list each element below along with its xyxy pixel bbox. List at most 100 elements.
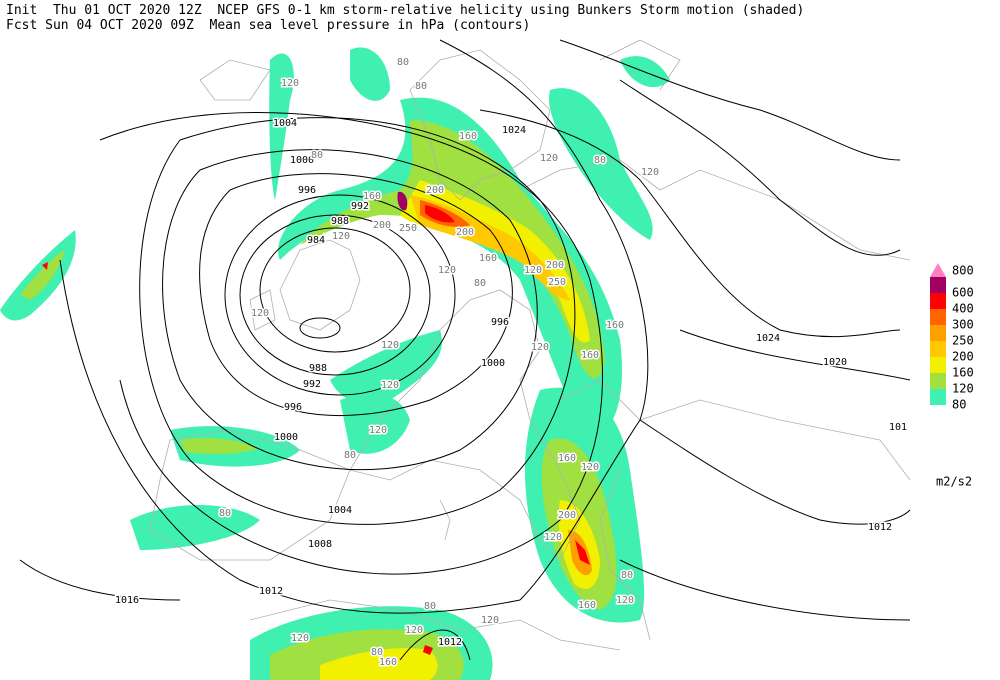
pressure-label: 988 <box>309 363 327 374</box>
legend-swatch <box>930 325 946 341</box>
isobar <box>224 194 456 396</box>
helicity-label: 160 <box>479 253 497 264</box>
coastline <box>249 499 621 651</box>
isobar <box>299 317 341 339</box>
coastline <box>559 379 911 641</box>
helicity-label: 80 <box>371 647 383 658</box>
legend-swatch <box>930 309 946 325</box>
helicity-label: 80 <box>219 508 231 519</box>
header-line: Init Thu 01 OCT 2020 12Z NCEP GFS 0-1 km… <box>6 3 804 18</box>
helicity-label: 200 <box>373 220 391 231</box>
helicity-label: 120 <box>540 153 558 164</box>
helicity-label: 250 <box>399 223 417 234</box>
legend-label: 800 <box>952 264 974 278</box>
helicity-label: 120 <box>641 167 659 178</box>
pressure-label: 1008 <box>308 539 332 550</box>
helicity-area <box>425 205 455 223</box>
shading <box>0 47 670 680</box>
legend-swatch <box>930 373 946 389</box>
legend-label: 120 <box>952 382 974 396</box>
helicity-area <box>340 394 410 454</box>
helicity-label: 160 <box>459 131 477 142</box>
legend-swatch <box>930 389 946 405</box>
helicity-label: 120 <box>531 342 549 353</box>
coastline <box>349 289 581 561</box>
helicity-label: 160 <box>578 600 596 611</box>
helicity-label: 120 <box>544 532 562 543</box>
pressure-label: 1004 <box>273 118 297 129</box>
isobar <box>99 112 603 575</box>
legend-label: 80 <box>952 398 966 412</box>
helicity-label: 120 <box>281 78 299 89</box>
helicity-label: 80 <box>474 278 486 289</box>
helicity-label: 200 <box>546 260 564 271</box>
pressure-label: 1000 <box>274 432 298 443</box>
helicity-area <box>423 645 433 655</box>
helicity-area <box>320 648 438 680</box>
helicity-area <box>397 191 408 211</box>
coastline <box>249 289 276 331</box>
coastline <box>519 159 911 261</box>
helicity-area <box>269 53 294 200</box>
helicity-label: 120 <box>251 308 269 319</box>
helicity-label: 120 <box>381 340 399 351</box>
isobar <box>139 117 576 525</box>
pressure-label: 1012 <box>438 637 462 648</box>
helicity-label: 120 <box>332 231 350 242</box>
coastlines <box>149 39 911 651</box>
helicity-label: 80 <box>415 81 427 92</box>
isobar <box>619 419 911 621</box>
isobars <box>19 39 911 661</box>
helicity-label: 160 <box>581 350 599 361</box>
legend-swatch <box>930 293 946 309</box>
helicity-label: 80 <box>424 601 436 612</box>
helicity-label: 160 <box>379 657 397 668</box>
pressure-label: 1024 <box>756 333 780 344</box>
isobar <box>559 39 901 161</box>
helicity-area <box>20 250 65 300</box>
legend-label: 200 <box>952 350 974 364</box>
legend-label: 250 <box>952 334 974 348</box>
contour-labels: 1004100099699298898498899299610001004100… <box>113 56 908 670</box>
pressure-label: 1000 <box>481 358 505 369</box>
helicity-label: 120 <box>438 265 456 276</box>
helicity-label: 80 <box>344 450 356 461</box>
helicity-area <box>42 262 48 270</box>
coastline <box>279 239 361 331</box>
helicity-label: 80 <box>621 570 633 581</box>
helicity-label: 120 <box>291 633 309 644</box>
helicity-area <box>350 47 390 101</box>
helicity-area <box>180 437 260 454</box>
helicity-label: 120 <box>405 625 423 636</box>
helicity-label: 80 <box>311 150 323 161</box>
pressure-label: 996 <box>284 402 302 413</box>
pressure-label: 1016 <box>115 595 139 606</box>
legend-swatch <box>930 277 946 293</box>
coastline <box>199 39 681 101</box>
helicity-area <box>330 330 442 404</box>
pressure-label: 992 <box>303 379 321 390</box>
pressure-label: 992 <box>351 201 369 212</box>
pressure-label: 1012 <box>868 522 892 533</box>
isobar <box>59 39 649 614</box>
legend-label: 160 <box>952 366 974 380</box>
isobar <box>619 79 911 381</box>
legend-swatch <box>930 263 946 277</box>
pressure-label: 1012 <box>259 586 283 597</box>
helicity-label: 200 <box>426 185 444 196</box>
helicity-label: 120 <box>524 265 542 276</box>
pressure-label: 1020 <box>823 357 847 368</box>
pressure-label: 996 <box>491 317 509 328</box>
helicity-area <box>575 540 590 565</box>
legend-swatch <box>930 341 946 357</box>
helicity-label: 120 <box>381 380 399 391</box>
helicity-label: 200 <box>456 227 474 238</box>
helicity-label: 80 <box>397 57 409 68</box>
helicity-label: 200 <box>558 510 576 521</box>
legend: 80 120 160 200 250 300 400 600 800 <box>930 263 974 412</box>
legend-unit: m2/s2 <box>936 475 972 489</box>
legend-label: 300 <box>952 318 974 332</box>
isobar <box>19 559 471 661</box>
